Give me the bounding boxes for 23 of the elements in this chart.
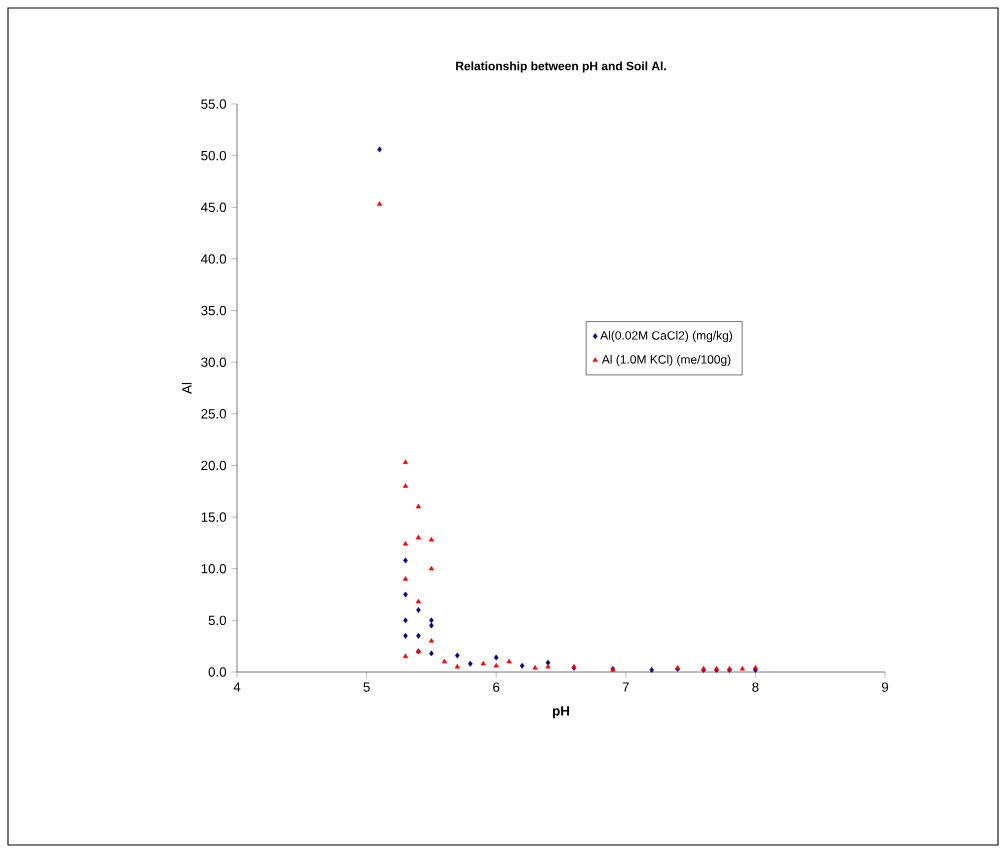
y-axis-title: Al — [181, 382, 192, 394]
y-tick-label: 50.0 — [201, 150, 227, 161]
y-tick-label: 30.0 — [201, 357, 227, 367]
y-tick-label: 20.0 — [201, 460, 227, 471]
x-tick-label: 4 — [233, 682, 241, 692]
chart-title: Relationship between pH and Soil Al. — [456, 61, 666, 73]
y-tick-label: 5.0 — [208, 615, 227, 626]
x-tick-label: 9 — [881, 682, 889, 692]
y-tick-label: 25.0 — [201, 409, 227, 419]
x-tick-label: 7 — [622, 682, 629, 692]
legend-label: Al (1.0M KCl) (me/100g) — [601, 354, 731, 367]
x-axis-title: pH — [553, 706, 570, 719]
y-tick-label: 0.0 — [208, 667, 227, 677]
legend-label: Al(0.02M CaCl2) (mg/kg) — [600, 330, 733, 343]
y-tick-label: 55.0 — [201, 99, 227, 109]
y-tick-label: 45.0 — [200, 202, 227, 212]
y-tick-label: 15.0 — [201, 512, 227, 522]
x-tick-label: 8 — [752, 682, 759, 692]
x-tick-label: 6 — [493, 682, 500, 692]
y-tick-label: 40.0 — [200, 254, 227, 264]
x-tick-label: 5 — [363, 682, 370, 692]
y-tick-label: 35.0 — [201, 305, 227, 316]
y-tick-label: 10.0 — [201, 564, 227, 574]
